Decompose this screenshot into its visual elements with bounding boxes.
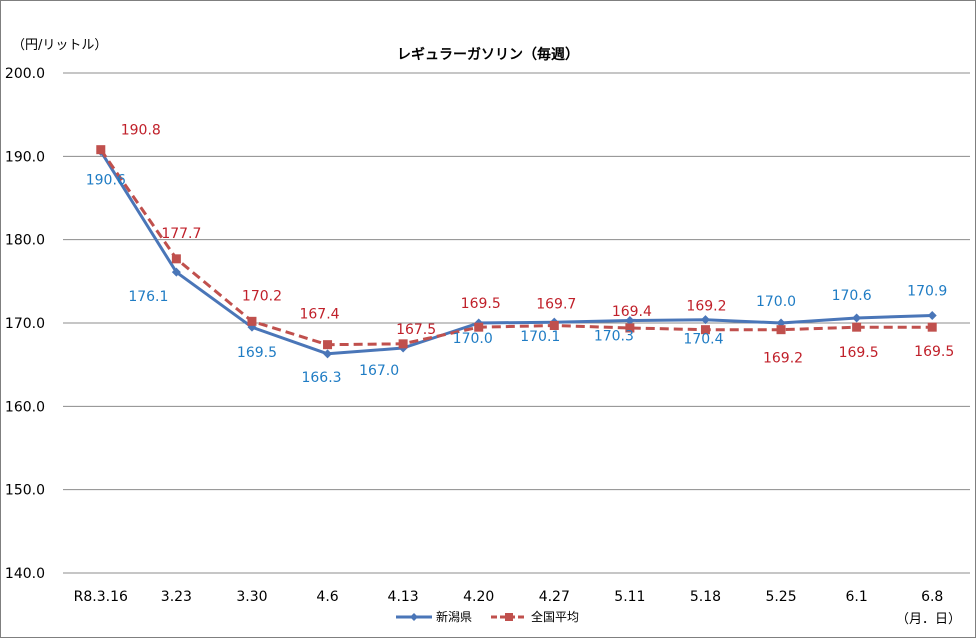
data-label: 170.4 xyxy=(683,332,723,348)
data-point-square xyxy=(247,316,257,326)
data-point-square xyxy=(852,322,862,332)
data-label: 167.0 xyxy=(359,363,399,379)
legend-label: 全国平均 xyxy=(531,609,579,624)
legend: 新潟県 全国平均 xyxy=(396,609,579,624)
y-tick-label: 140.0 xyxy=(5,566,45,582)
data-label: 176.1 xyxy=(128,289,168,305)
gridlines xyxy=(63,72,970,574)
data-label: 169.5 xyxy=(461,296,501,312)
data-label: 170.6 xyxy=(832,288,872,304)
y-axis-ticks: 140.0 150.0 160.0 170.0 180.0 190.0 200.0 xyxy=(5,66,45,582)
data-label: 166.3 xyxy=(301,370,341,386)
data-point-diamond xyxy=(171,267,181,277)
x-tick-label: 4.20 xyxy=(463,589,494,605)
data-label: 169.5 xyxy=(237,345,277,361)
data-point-diamond xyxy=(323,349,333,359)
data-label: 170.2 xyxy=(242,288,282,304)
data-label: 170.0 xyxy=(453,331,493,347)
data-label: 169.7 xyxy=(536,297,576,313)
data-point-square xyxy=(398,339,408,349)
data-point-square xyxy=(700,325,710,335)
data-point-square xyxy=(96,145,106,155)
data-label: 190.6 xyxy=(86,172,126,188)
x-tick-label: 3.23 xyxy=(161,589,192,605)
y-tick-label: 180.0 xyxy=(5,233,45,249)
data-point-square xyxy=(776,325,786,335)
data-label: 177.7 xyxy=(161,226,201,242)
data-label: 169.2 xyxy=(686,299,726,315)
data-point-square xyxy=(474,322,484,332)
x-tick-label: 5.18 xyxy=(690,589,721,605)
y-tick-label: 170.0 xyxy=(5,316,45,332)
data-point-square xyxy=(625,323,635,333)
data-label: 169.5 xyxy=(839,345,879,361)
x-tick-label: 4.13 xyxy=(388,589,419,605)
x-tick-label: 3.30 xyxy=(236,589,267,605)
series-line-national-average xyxy=(99,148,933,347)
x-tick-label: R8.3.16 xyxy=(74,589,128,605)
legend-label: 新潟県 xyxy=(436,609,472,624)
y-tick-label: 200.0 xyxy=(5,66,45,82)
x-tick-label: 4.6 xyxy=(316,589,338,605)
data-labels: 190.6 176.1 169.5 166.3 167.0 170.0 170.1 170.3… xyxy=(86,123,955,386)
x-tick-label: 4.27 xyxy=(539,589,570,605)
data-label: 169.5 xyxy=(914,344,954,360)
data-point-square xyxy=(171,254,181,264)
x-tick-label: 6.1 xyxy=(845,589,867,605)
data-label: 170.3 xyxy=(594,329,634,345)
data-label: 167.5 xyxy=(396,322,436,338)
data-point-diamond xyxy=(700,315,710,325)
x-tick-label: 6.8 xyxy=(921,589,943,605)
data-point-diamond xyxy=(852,313,862,323)
x-tick-label: 5.11 xyxy=(614,589,645,605)
series-line-niigata xyxy=(99,150,933,356)
x-tick-label: 5.25 xyxy=(765,589,796,605)
data-label: 169.2 xyxy=(763,351,803,367)
series-lines xyxy=(99,148,933,356)
chart-title: レギュラーガソリン（毎週） xyxy=(397,46,579,63)
x-axis-ticks: R8.3.16 3.23 3.30 4.6 4.13 4.20 4.27 5.11 5.18 5.… xyxy=(74,589,944,605)
data-label: 170.0 xyxy=(756,294,796,310)
y-tick-label: 160.0 xyxy=(5,399,45,415)
data-point-diamond xyxy=(625,316,635,325)
data-label: 167.4 xyxy=(299,307,339,323)
legend-marker-diamond xyxy=(410,613,418,621)
data-point-square xyxy=(927,322,937,332)
data-point-square xyxy=(549,321,559,330)
series-markers xyxy=(96,145,937,359)
y-unit-label: （円/リットル） xyxy=(12,38,107,53)
x-unit-label: （月．日） xyxy=(896,612,961,627)
data-label: 170.9 xyxy=(907,284,947,300)
y-tick-label: 190.0 xyxy=(5,149,45,165)
data-label: 170.1 xyxy=(520,329,560,345)
data-label: 169.4 xyxy=(612,304,652,320)
y-tick-label: 150.0 xyxy=(5,483,45,499)
data-point-square xyxy=(323,340,333,350)
legend-marker-square xyxy=(505,613,513,621)
data-label: 190.8 xyxy=(121,123,161,139)
data-point-diamond xyxy=(927,311,937,320)
